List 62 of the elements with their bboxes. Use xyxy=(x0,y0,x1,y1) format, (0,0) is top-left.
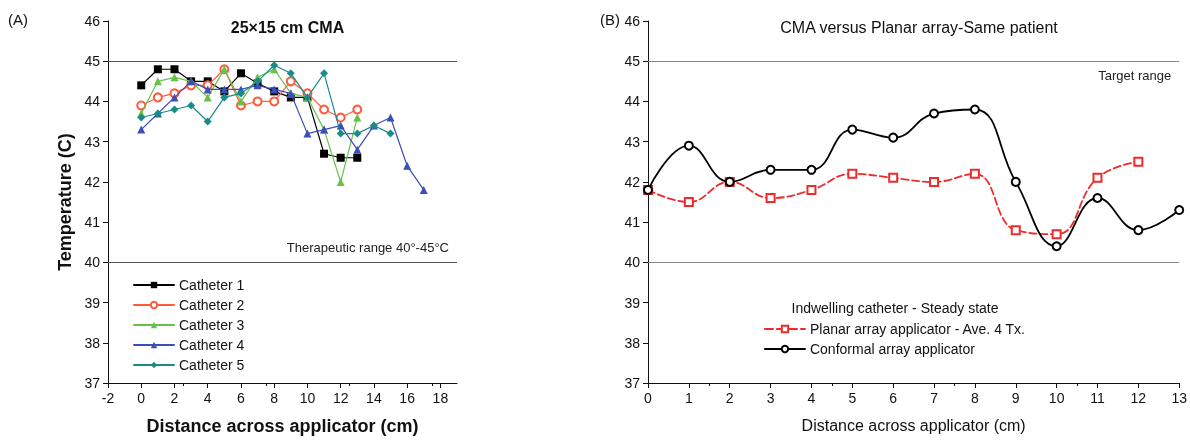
y-tick-label: 42 xyxy=(624,173,641,190)
legend-label: Catheter 1 xyxy=(179,277,245,293)
y-tick-label: 44 xyxy=(624,93,641,110)
y-tick-label: 40 xyxy=(84,254,101,271)
legend-label: Catheter 4 xyxy=(179,337,245,353)
x-tick-label: 9 xyxy=(1011,390,1020,406)
y-tick-label: 43 xyxy=(624,133,641,150)
legend-label: Catheter 3 xyxy=(179,317,245,333)
x-tick-label: 0 xyxy=(644,390,653,406)
y-tick-label: 45 xyxy=(84,53,101,70)
y-tick-label: 46 xyxy=(84,13,101,29)
x-tick-label: 4 xyxy=(203,390,212,406)
y-tick-label: 39 xyxy=(624,294,641,311)
y-tick-label: 42 xyxy=(84,173,101,190)
x-tick-label: 6 xyxy=(889,390,898,406)
chart-title: CMA versus Planar array-Same patient xyxy=(780,18,1059,36)
x-tick-label: 10 xyxy=(1048,390,1065,406)
y-axis-title: Temperature (C) xyxy=(54,133,75,271)
legend-label: Catheter 5 xyxy=(179,357,245,373)
y-tick-label: 39 xyxy=(84,294,101,311)
y-tick-label: 38 xyxy=(624,334,641,351)
text: (B) xyxy=(600,11,620,28)
legend-title: Indwelling catheter - Steady state xyxy=(791,300,999,316)
x-tick-label: 8 xyxy=(270,390,279,406)
y-tick-label: 41 xyxy=(624,214,641,231)
x-tick-label: 8 xyxy=(971,390,979,406)
x-tick-label: 5 xyxy=(848,390,857,406)
x-tick-label: 16 xyxy=(399,390,416,406)
x-axis-title: Distance across applicator (cm) xyxy=(146,416,419,436)
legend-label: Catheter 2 xyxy=(179,297,245,313)
x-tick-label: 2 xyxy=(170,390,179,406)
x-tick-label: 4 xyxy=(807,390,816,406)
legend-label: Planar array applicator - Ave. 4 Tx. xyxy=(809,321,1025,337)
x-tick-label: 11 xyxy=(1090,390,1105,406)
y-tick-label: 38 xyxy=(84,334,101,351)
chart-title: 25×15 cm CMA xyxy=(230,18,345,36)
x-tick-label: -2 xyxy=(101,390,115,406)
x-tick-label: 18 xyxy=(432,390,449,406)
x-tick-label: 3 xyxy=(766,390,775,406)
y-tick-label: 46 xyxy=(624,13,641,29)
x-tick-label: 0 xyxy=(137,390,146,406)
x-tick-label: 7 xyxy=(930,390,939,406)
x-tick-label: 1 xyxy=(684,390,693,406)
x-tick-label: 10 xyxy=(299,390,316,406)
x-tick-label: 14 xyxy=(366,390,382,406)
y-tick-label: 45 xyxy=(624,53,641,70)
x-tick-label: 12 xyxy=(1130,390,1147,406)
text: (A) xyxy=(8,11,28,28)
y-tick-label: 40 xyxy=(624,254,641,271)
x-tick-label: 6 xyxy=(237,390,246,406)
ref-line-label: Target range xyxy=(1098,68,1172,84)
y-tick-label: 37 xyxy=(84,375,101,391)
x-tick-label: 12 xyxy=(332,390,349,406)
y-tick-label: 44 xyxy=(84,93,101,110)
y-tick-label: 41 xyxy=(84,214,101,231)
x-axis-title: Distance across applicator (cm) xyxy=(801,416,1026,434)
legend-label: Conformal array applicator xyxy=(809,341,976,357)
ref-line-label: Therapeutic range 40°-45°C xyxy=(286,240,449,256)
x-tick-label: 2 xyxy=(725,390,734,406)
x-tick-label: 13 xyxy=(1171,390,1188,406)
y-tick-label: 43 xyxy=(84,133,101,150)
y-tick-label: 37 xyxy=(624,375,641,391)
